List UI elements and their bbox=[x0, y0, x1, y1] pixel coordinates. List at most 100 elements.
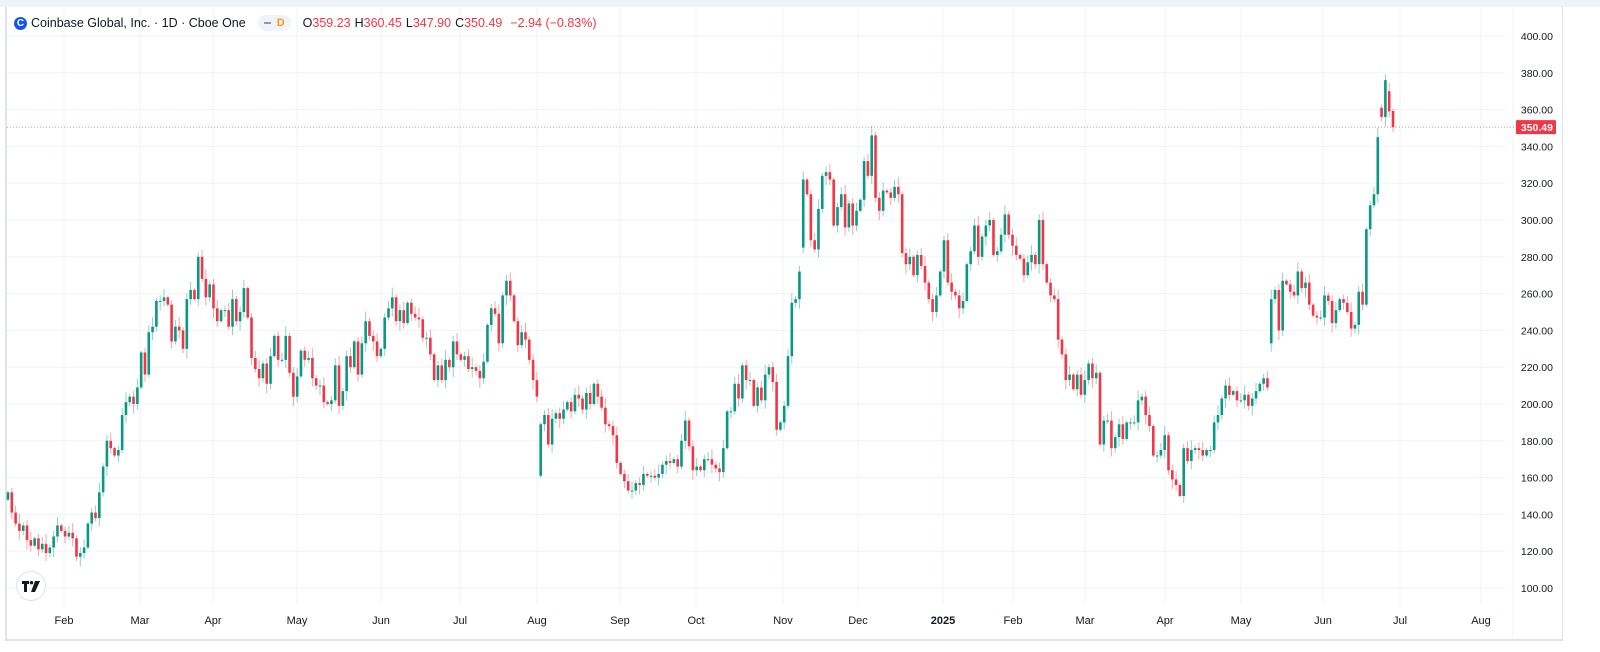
symbol-title[interactable]: Coinbase Global, Inc. · 1D · Cboe One bbox=[31, 16, 246, 30]
candle bbox=[737, 374, 740, 407]
candle-body bbox=[398, 310, 402, 322]
candle bbox=[105, 435, 109, 477]
candle bbox=[653, 468, 657, 481]
candle-body bbox=[839, 194, 843, 208]
candle bbox=[866, 154, 870, 179]
candle bbox=[1026, 255, 1030, 279]
candle-body bbox=[744, 365, 748, 381]
price-tick-label: 340.00 bbox=[1521, 141, 1553, 153]
candle bbox=[1049, 278, 1052, 303]
candle bbox=[1311, 302, 1315, 318]
candle-body bbox=[368, 321, 371, 336]
candle bbox=[1281, 272, 1284, 337]
candle bbox=[1262, 373, 1265, 391]
candle bbox=[383, 313, 386, 356]
candle bbox=[672, 457, 676, 465]
candle bbox=[725, 409, 729, 450]
candle-body bbox=[923, 266, 927, 283]
candle bbox=[227, 303, 230, 330]
candle-body bbox=[908, 256, 912, 265]
candle bbox=[421, 316, 425, 343]
candle bbox=[440, 358, 444, 384]
candle-body bbox=[889, 192, 893, 198]
candle bbox=[1098, 370, 1102, 447]
candles bbox=[6, 74, 1395, 567]
candle-body bbox=[1132, 422, 1136, 424]
candle-body bbox=[1079, 374, 1083, 395]
data-status-pill[interactable]: D bbox=[257, 15, 291, 31]
candle bbox=[1167, 432, 1170, 475]
candle bbox=[379, 346, 383, 358]
candle bbox=[1254, 382, 1258, 405]
candle bbox=[946, 233, 950, 286]
candle bbox=[204, 269, 208, 306]
candle-body bbox=[619, 462, 622, 474]
price-tick-label: 240.00 bbox=[1521, 325, 1553, 337]
candle bbox=[1327, 292, 1330, 306]
candle bbox=[828, 163, 832, 186]
candle bbox=[94, 505, 97, 522]
candle-body bbox=[1391, 111, 1395, 128]
candle bbox=[1053, 288, 1056, 303]
candle bbox=[303, 346, 307, 367]
candle-body bbox=[539, 424, 542, 476]
candle-body bbox=[250, 317, 253, 358]
low-value: 347.90 bbox=[412, 16, 452, 30]
time-tick-label: Mar bbox=[1076, 615, 1095, 627]
candle bbox=[448, 356, 451, 372]
candle bbox=[1346, 295, 1349, 316]
candle bbox=[21, 522, 25, 536]
candle-body bbox=[562, 409, 565, 419]
candle bbox=[158, 295, 162, 311]
candle-body bbox=[965, 264, 969, 301]
candle-body bbox=[269, 356, 272, 384]
tradingview-logo-icon[interactable] bbox=[17, 572, 45, 600]
candle-body bbox=[48, 547, 52, 554]
price-axis[interactable]: 400.00 380.00 360.00 340.00 320.00 300.00 280.… bbox=[1521, 31, 1553, 595]
candle-body bbox=[820, 175, 824, 209]
candle-body bbox=[143, 352, 147, 375]
candle bbox=[1357, 286, 1361, 335]
candle bbox=[390, 287, 394, 317]
candle-body bbox=[935, 295, 938, 312]
candle bbox=[1365, 227, 1368, 307]
candle bbox=[638, 477, 641, 495]
candle bbox=[824, 166, 828, 186]
candle-body bbox=[1205, 450, 1208, 456]
candle-body bbox=[775, 381, 778, 430]
candle-body bbox=[733, 383, 737, 412]
candle-body bbox=[1376, 137, 1380, 195]
candle-body bbox=[128, 396, 132, 403]
candle-body bbox=[585, 392, 588, 410]
candle-body bbox=[105, 440, 109, 467]
time-axis[interactable]: Feb Mar Apr May Jun Jul Aug Sep Oct Nov Dec 2025 Feb… bbox=[55, 615, 1491, 627]
change-value: −2.94 (−0.83%) bbox=[510, 16, 597, 30]
candle bbox=[1235, 386, 1239, 408]
candle-body bbox=[254, 358, 257, 370]
candle bbox=[18, 514, 21, 540]
price-tick-label: 100.00 bbox=[1521, 583, 1553, 595]
candle bbox=[307, 351, 310, 363]
candle bbox=[6, 490, 10, 502]
candle bbox=[284, 326, 288, 369]
candle-body bbox=[421, 319, 425, 338]
candle bbox=[1148, 406, 1151, 432]
candle bbox=[387, 301, 390, 321]
candle bbox=[231, 289, 234, 335]
candle bbox=[254, 351, 257, 373]
candle bbox=[573, 387, 577, 415]
candle-body bbox=[558, 413, 562, 419]
candle bbox=[1011, 229, 1014, 256]
candle-body bbox=[832, 179, 835, 226]
candle-body bbox=[1151, 426, 1155, 456]
candle-body bbox=[1288, 284, 1292, 292]
candle-body bbox=[463, 356, 466, 360]
candle bbox=[516, 316, 520, 353]
chart-frame bbox=[5, 7, 1563, 641]
candle-body bbox=[645, 473, 649, 476]
candle-body bbox=[1182, 448, 1186, 496]
candle-body bbox=[261, 363, 265, 379]
candle-body bbox=[1190, 450, 1193, 462]
candle bbox=[623, 469, 626, 489]
